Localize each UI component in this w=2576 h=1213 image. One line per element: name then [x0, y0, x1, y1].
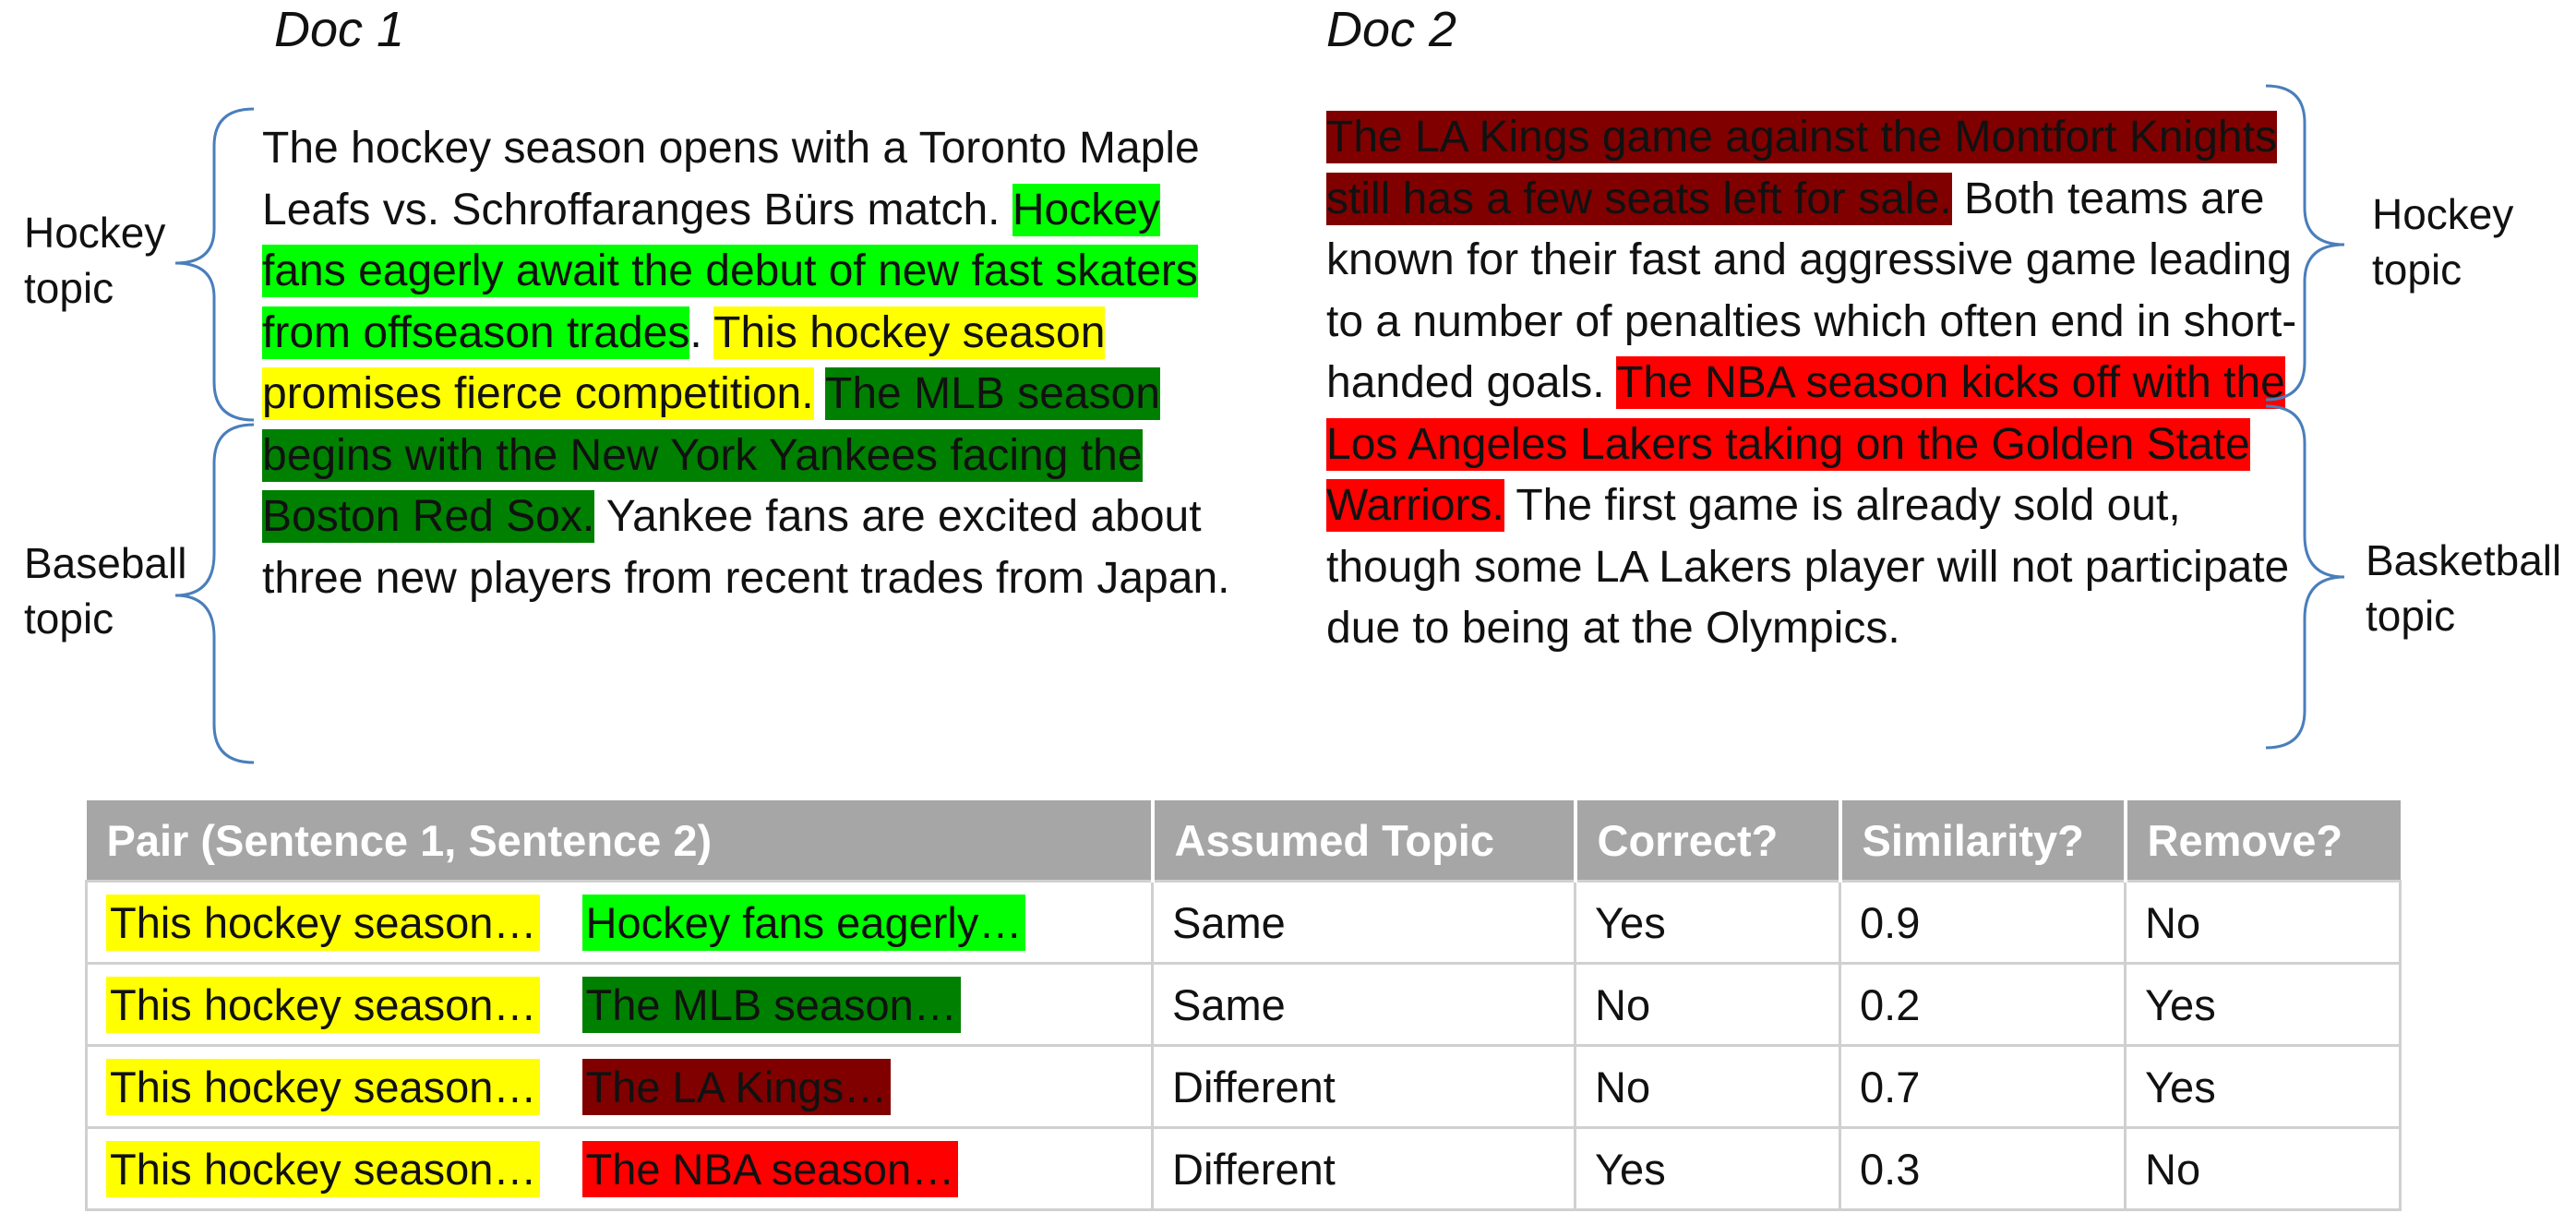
doc2-basketball-topic-label: Basketball topic [2366, 536, 2562, 640]
header-remove: Remove? [2125, 800, 2401, 882]
sentence1-cell: This hockey season… [85, 962, 573, 1047]
similarity-cell: 0.7 [1839, 1044, 2127, 1129]
sentence1-cell: This hockey season… [85, 880, 573, 965]
doc1-segment: . [689, 307, 714, 357]
sentence2-cell: The NBA season… [572, 1126, 1155, 1211]
doc1-hockey-brace [174, 107, 255, 422]
header-similarity: Similarity? [1839, 800, 2127, 882]
topic-braces [174, 84, 2345, 764]
similarity-cell: 0.2 [1839, 962, 2127, 1047]
doc2-segment: The first game is already sold out, thou… [1326, 481, 2290, 653]
correct-cell: Yes [1574, 1126, 1842, 1211]
sentence2-chip: The MLB season… [581, 976, 961, 1033]
remove-cell: Yes [2124, 1044, 2402, 1129]
doc2-hockey-brace [2265, 84, 2345, 402]
header-assumed-topic: Assumed Topic [1152, 800, 1577, 882]
doc2-hockey-topic-label: Hockey topic [2372, 190, 2514, 294]
doc1-baseball-brace [174, 423, 255, 764]
similarity-cell: 0.9 [1839, 880, 2127, 965]
sentence2-chip: Hockey fans eagerly… [581, 894, 1026, 951]
doc1-hockey-topic-label: Hockey topic [24, 209, 166, 312]
table-row: This hockey season… The NBA season… Differ… [85, 1126, 2402, 1211]
doc1-baseball-topic-label: Baseball topic [24, 539, 187, 643]
doc1-segment: The hockey season opens with a Toronto M… [262, 124, 1200, 234]
sentence2-cell: The LA Kings… [572, 1044, 1155, 1129]
assumed-topic-cell: Same [1151, 962, 1577, 1047]
sentence2-chip: The LA Kings… [581, 1058, 892, 1115]
sentence1-cell: This hockey season… [85, 1044, 573, 1129]
table-row: This hockey season… The LA Kings… Differen… [85, 1044, 2402, 1129]
assumed-topic-cell: Same [1151, 880, 1577, 965]
table-header-row: Pair (Sentence 1, Sentence 2) Assumed To… [86, 800, 2401, 882]
table-row: This hockey season… The MLB season… Same No… [85, 962, 2402, 1047]
header-correct: Correct? [1575, 800, 1842, 882]
assumed-topic-cell: Different [1151, 1126, 1577, 1211]
doc2-text: The LA Kings game against the Montfort K… [1326, 107, 2305, 660]
sentence2-cell: The MLB season… [572, 962, 1155, 1047]
sentence1-chip: This hockey season… [106, 1140, 541, 1197]
remove-cell: Yes [2124, 962, 2402, 1047]
similarity-cell: 0.3 [1839, 1126, 2127, 1211]
doc1-segment: Yankee fans are excited about three new … [262, 492, 1230, 603]
sentence2-cell: Hockey fans eagerly… [572, 880, 1155, 965]
header-pair: Pair (Sentence 1, Sentence 2) [86, 800, 1155, 882]
sentence1-chip: This hockey season… [106, 894, 541, 951]
doc2-basketball-brace [2265, 404, 2345, 750]
correct-cell: No [1574, 1044, 1842, 1129]
sentence2-chip: The NBA season… [581, 1140, 959, 1197]
table-row: This hockey season… Hockey fans eagerly… S… [85, 880, 2402, 965]
doc1-text: The hockey season opens with a Toronto M… [262, 118, 1231, 609]
pair-table: Pair (Sentence 1, Sentence 2) Assumed To… [85, 800, 2402, 1211]
remove-cell: No [2124, 1126, 2402, 1211]
doc1-title: Doc 1 [274, 2, 405, 57]
doc2-title: Doc 2 [1326, 2, 1457, 57]
correct-cell: No [1574, 962, 1842, 1047]
sentence1-chip: This hockey season… [106, 976, 541, 1033]
remove-cell: No [2124, 880, 2402, 965]
sentence1-chip: This hockey season… [106, 1058, 541, 1115]
correct-cell: Yes [1574, 880, 1842, 965]
sentence1-cell: This hockey season… [85, 1126, 573, 1211]
assumed-topic-cell: Different [1151, 1044, 1577, 1129]
doc2-segment: Both teams are known for their fast and … [1326, 174, 2297, 408]
